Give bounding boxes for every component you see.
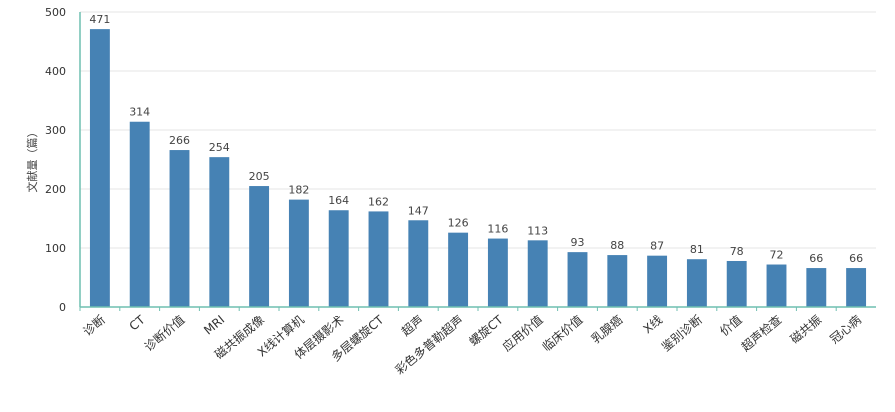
data-label: 66	[849, 252, 863, 265]
x-tick-label: MRI	[201, 313, 227, 338]
data-label: 72	[770, 249, 784, 262]
data-label: 162	[368, 195, 389, 208]
bar	[169, 150, 190, 307]
data-label: 93	[571, 236, 585, 249]
data-label: 87	[650, 240, 664, 253]
x-tick-label: CT	[127, 312, 149, 333]
data-label: 81	[690, 243, 704, 256]
y-tick-label: 400	[45, 65, 66, 78]
x-tick-label: 乳腺癌	[588, 312, 625, 347]
data-label: 314	[129, 106, 150, 119]
y-axis-ticks: 0 100 200 300 400 500	[45, 6, 66, 314]
bar	[288, 199, 309, 307]
x-tick-label: 超声检查	[738, 312, 784, 354]
x-tick-label: 临床价值	[539, 312, 585, 354]
bar	[607, 255, 628, 307]
bar	[368, 211, 389, 307]
bars	[89, 29, 867, 308]
bar	[209, 157, 230, 307]
x-tick-label: 彩色多普勒超声	[392, 312, 466, 377]
x-tick-label: 鉴别诊断	[658, 312, 704, 354]
bar	[527, 240, 548, 307]
y-tick-label: 200	[45, 183, 66, 196]
bar	[408, 220, 429, 307]
data-label: 266	[169, 134, 190, 147]
x-tick-label: 价值	[717, 312, 745, 339]
data-label: 254	[209, 141, 230, 154]
y-tick-label: 300	[45, 124, 66, 137]
bar	[129, 121, 150, 308]
data-labels: 471 314 266 254 205 182 164 162 147 126 116 113 93 88…	[89, 13, 863, 265]
bar	[567, 252, 588, 307]
data-label: 88	[610, 239, 624, 252]
gridlines	[80, 11, 876, 249]
y-axis-label: 文献量（篇）	[25, 127, 39, 193]
bar	[448, 232, 469, 307]
x-tick-label: X线	[641, 313, 665, 337]
y-tick-label: 100	[45, 242, 66, 255]
y-tick-label: 500	[45, 6, 66, 19]
data-label: 116	[487, 223, 508, 236]
data-label: 147	[408, 204, 429, 217]
bar	[487, 238, 508, 307]
x-tick-label: 冠心病	[827, 312, 864, 347]
x-tick-label: 诊断价值	[141, 312, 187, 354]
y-tick-label: 0	[59, 301, 66, 314]
bar	[846, 268, 867, 307]
data-label: 182	[288, 184, 309, 197]
data-label: 113	[527, 224, 548, 237]
data-label: 66	[809, 252, 823, 265]
data-label: 126	[448, 217, 469, 230]
x-tick-label: 超声	[398, 312, 426, 339]
data-label: 205	[249, 170, 270, 183]
data-label: 78	[730, 245, 744, 258]
bar	[726, 260, 747, 307]
x-tick-label: 应用价值	[499, 312, 545, 354]
bar	[647, 255, 668, 307]
bar	[686, 259, 707, 307]
x-tick-label: 磁共振	[787, 312, 824, 347]
bar	[328, 210, 349, 307]
data-label: 164	[328, 194, 349, 207]
bar	[806, 268, 827, 307]
x-tick-label: 诊断	[80, 312, 108, 339]
bar	[89, 29, 110, 308]
bar	[249, 186, 270, 307]
bar	[766, 264, 787, 307]
data-label: 471	[89, 13, 110, 26]
